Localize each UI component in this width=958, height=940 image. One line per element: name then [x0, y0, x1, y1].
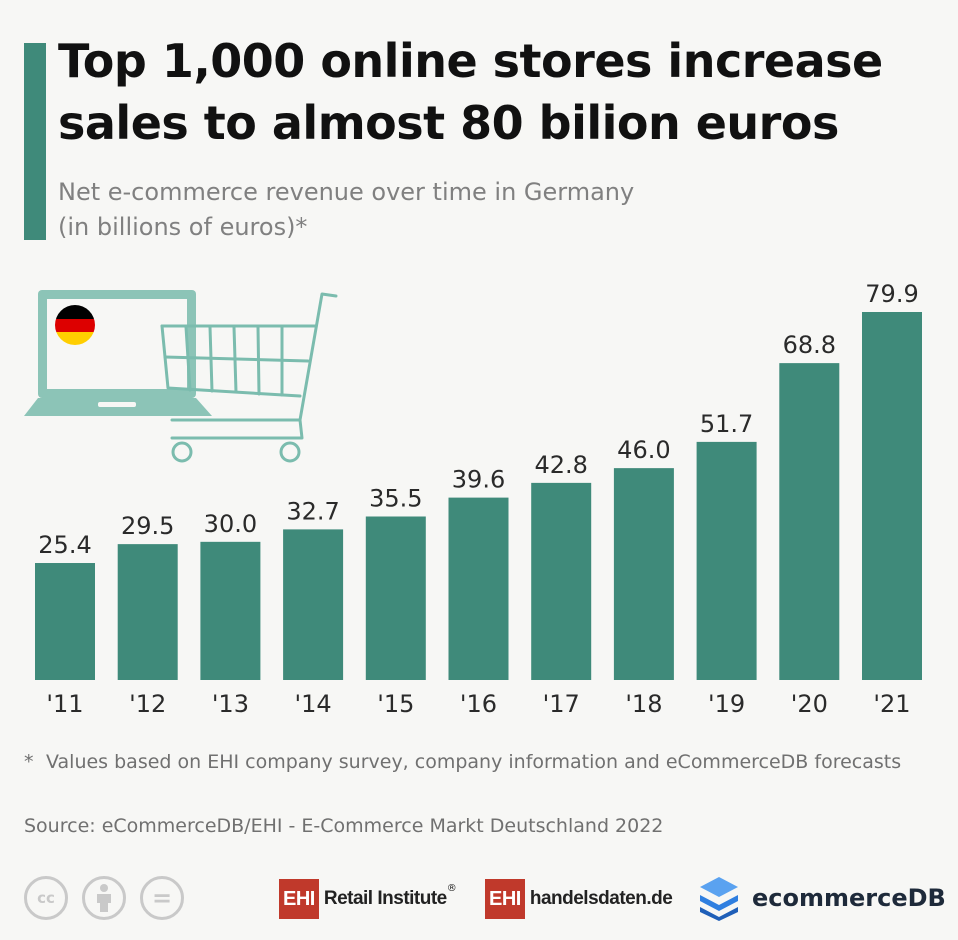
registered-mark: ® — [446, 883, 457, 894]
source-note: Source: eCommerceDB/EHI - E-Commerce Mar… — [24, 815, 664, 837]
title-line-1: Top 1,000 online stores increase — [58, 34, 883, 88]
no-derivatives-icon: = — [140, 876, 184, 920]
footnote-star: * — [24, 751, 34, 773]
value-label-8: 51.7 — [700, 410, 753, 438]
bar-10 — [862, 312, 922, 680]
chart-subtitle: Net e-commerce revenue over time in Germ… — [58, 175, 918, 245]
category-label-10: '21 — [873, 690, 910, 718]
category-label-5: '16 — [460, 690, 497, 718]
value-label-4: 35.5 — [369, 484, 422, 512]
bar-8 — [696, 441, 757, 680]
chart-title: Top 1,000 online stores increase sales t… — [58, 30, 938, 154]
person-icon — [97, 884, 111, 912]
bar-6 — [531, 482, 592, 680]
value-label-10: 79.9 — [865, 280, 918, 308]
ecommercedb-logo: ecommerceDB — [698, 873, 946, 923]
attribution-icon — [82, 876, 126, 920]
shopping-cart-icon — [160, 292, 338, 463]
ehi-retail-text: Retail Institute — [323, 888, 447, 909]
title-line-2: sales to almost 80 bilion euros — [58, 96, 839, 150]
value-label-3: 32.7 — [286, 497, 339, 525]
cc-icon: cc — [24, 876, 68, 920]
handelsdaten-text: handelsdaten.de — [529, 888, 673, 909]
footnote: * Values based on EHI company survey, co… — [24, 748, 924, 777]
laptop-icon — [24, 290, 212, 416]
footnote-text: Values based on EHI company survey, comp… — [46, 751, 902, 773]
handelsdaten-logo: EHI handelsdaten.de — [485, 879, 673, 919]
germany-flag-icon — [55, 305, 95, 345]
equal-sign: = — [151, 884, 173, 912]
bar-1 — [117, 544, 178, 680]
value-label-5: 39.6 — [452, 466, 505, 494]
category-label-9: '20 — [791, 690, 828, 718]
bar-4 — [365, 516, 426, 680]
category-label-7: '18 — [625, 690, 662, 718]
category-label-6: '17 — [543, 690, 580, 718]
bar-9 — [779, 363, 840, 680]
value-label-0: 25.4 — [38, 531, 91, 559]
bar-chart: 25.4 '11 29.5 '12 30.0 '13 32.7 '14 35.5 '15 39.6 '… — [24, 280, 922, 718]
bar-0 — [35, 563, 95, 680]
value-label-2: 30.0 — [204, 510, 257, 538]
bar-3 — [283, 529, 344, 680]
category-label-8: '19 — [708, 690, 745, 718]
bar-7 — [613, 468, 674, 680]
value-label-9: 68.8 — [783, 331, 836, 359]
bar-5 — [448, 497, 509, 680]
subtitle-line-2: (in billions of euros)* — [58, 213, 308, 241]
bar-series: 25.4 '11 29.5 '12 30.0 '13 32.7 '14 35.5 '15 39.6 '… — [35, 280, 922, 718]
value-label-7: 46.0 — [617, 436, 670, 464]
category-label-3: '14 — [295, 690, 332, 718]
category-label-0: '11 — [46, 690, 83, 718]
value-label-1: 29.5 — [121, 512, 174, 540]
ehi-box-2: EHI — [485, 879, 525, 919]
category-label-4: '15 — [377, 690, 414, 718]
value-label-6: 42.8 — [534, 451, 587, 479]
stack-logo-icon — [700, 877, 738, 921]
title-accent-bar — [24, 43, 46, 240]
subtitle-line-1: Net e-commerce revenue over time in Germ… — [58, 178, 635, 206]
category-label-1: '12 — [129, 690, 166, 718]
ecommercedb-text: ecommerceDB — [752, 884, 946, 912]
ehi-box: EHI — [279, 879, 319, 919]
ehi-retail-institute-logo: EHI Retail Institute ® — [279, 879, 457, 919]
cc-label: cc — [37, 889, 55, 907]
category-label-2: '13 — [212, 690, 249, 718]
bar-2 — [200, 541, 261, 680]
